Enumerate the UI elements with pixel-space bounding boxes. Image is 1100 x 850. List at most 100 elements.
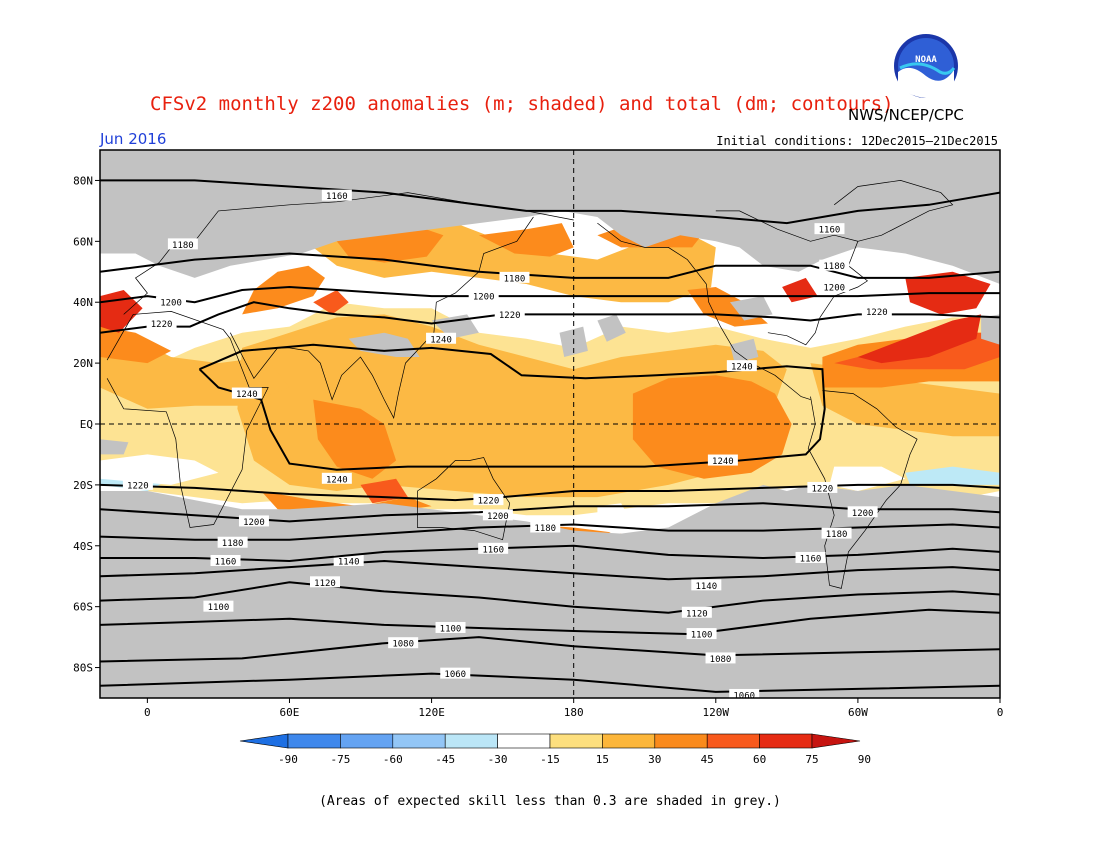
height-contours: 1060 1060 1080 1080 1100 1100 1100 1120 1120 1140… <box>100 179 1000 698</box>
contour-1240 <box>198 343 826 471</box>
colorbar-tick-label: -75 <box>330 753 350 766</box>
contour-label: 1180 <box>217 536 248 549</box>
colorbar-segment <box>654 733 708 749</box>
contour-label: 1100 <box>435 621 466 634</box>
contour-1160 <box>100 544 1000 563</box>
colorbar: -90 -75 -60 -45 -30 -15 15 30 45 60 75 90 <box>239 733 871 766</box>
contour-label-text: 1180 <box>222 539 244 549</box>
contour-label: 1220 <box>122 478 153 491</box>
contour-label-text: 1220 <box>151 320 173 330</box>
low-skill-region <box>981 314 1000 345</box>
contour-label-box <box>388 637 419 649</box>
coastline <box>417 457 511 541</box>
contour-label-box <box>819 281 850 292</box>
low-skill-region <box>730 338 759 364</box>
contour-1160 <box>100 179 1000 225</box>
contour-label-box <box>814 223 845 235</box>
contour-label-box <box>819 259 850 271</box>
contour-label-box <box>795 551 826 563</box>
contour-label-box <box>691 579 722 591</box>
coastline <box>715 210 868 346</box>
coastline <box>597 222 811 400</box>
contour-label: 1200 <box>819 281 850 294</box>
coastline <box>833 180 954 242</box>
contour-label: 1180 <box>167 238 198 251</box>
contour-label: 1140 <box>691 579 722 592</box>
x-tick-label: 60E <box>280 706 300 719</box>
contour-label-text: 1080 <box>392 640 414 650</box>
contour-label: 1200 <box>238 515 269 528</box>
colorbar-segment <box>497 733 551 749</box>
contour-label-text: 1220 <box>127 481 149 491</box>
contour-label-text: 1080 <box>710 655 732 665</box>
contour-label: 1160 <box>210 555 241 568</box>
contour-label-box <box>468 290 499 302</box>
contour-label-text: 1160 <box>482 545 504 555</box>
colorbar-tick-label: 60 <box>753 753 766 766</box>
y-tick-label: 20S <box>73 479 93 492</box>
contour-label-box <box>726 360 757 372</box>
contour-label: 1180 <box>821 527 852 540</box>
contour-label: 1060 <box>440 667 471 680</box>
contour-label-box <box>231 387 262 399</box>
contour-label: 1160 <box>814 223 845 236</box>
low-skill-region <box>100 439 129 455</box>
contour-label-text: 1200 <box>243 518 265 528</box>
anomaly-region-orange <box>313 399 397 479</box>
contour-label: 1200 <box>847 506 878 519</box>
contour-label-text: 1100 <box>440 624 462 634</box>
contour-label-box <box>217 536 248 548</box>
x-tick-label: 180 <box>564 706 584 719</box>
x-tick-label: 120E <box>418 706 445 719</box>
x-tick-label: 0 <box>997 706 1004 719</box>
contour-label-text: 1180 <box>823 262 845 272</box>
contour-label: 1160 <box>321 189 352 202</box>
colorbar-segment <box>392 733 446 749</box>
contour-label-text: 1140 <box>338 558 360 568</box>
anomaly-region-red <box>857 314 982 364</box>
contour-label: 1080 <box>705 652 736 665</box>
contour-1220 <box>100 483 1000 502</box>
valid-month: Jun 2016 <box>99 130 166 148</box>
contour-label: 1080 <box>388 637 419 650</box>
colorbar-segment <box>602 733 656 749</box>
contour-label-text: 1220 <box>499 311 521 321</box>
initial-conditions: Initial conditions: 12Dec2015–21Dec2015 <box>716 134 998 148</box>
contour-label: 1240 <box>707 454 738 467</box>
y-tick-label: 60S <box>73 601 93 614</box>
contour-label: 1240 <box>726 360 757 373</box>
x-tick-label: 0 <box>144 706 151 719</box>
contour-label-text: 1240 <box>430 335 452 345</box>
contour-1060 <box>100 672 1000 693</box>
contour-1100 <box>100 608 1000 636</box>
y-tick-label: 40S <box>73 540 93 553</box>
contour-label-box <box>861 305 892 317</box>
contour-label: 1180 <box>530 521 561 534</box>
contour-label-box <box>156 296 187 308</box>
y-tick-label: EQ <box>80 418 93 431</box>
colorbar-tick-label: 15 <box>596 753 609 766</box>
contour-label-text: 1220 <box>812 484 834 494</box>
anomaly-region-redorange <box>313 290 349 315</box>
contour-label: 1120 <box>681 606 712 619</box>
coastline <box>229 216 534 419</box>
contour-label-box <box>530 521 561 533</box>
contour-label-text: 1200 <box>160 299 182 309</box>
contour-label-text: 1220 <box>478 497 500 507</box>
contour-label-box <box>238 515 269 527</box>
contour-label: 1220 <box>146 317 177 330</box>
contour-label-text: 1200 <box>852 509 874 519</box>
colorbar-tick-label: -60 <box>383 753 403 766</box>
contour-label-box <box>847 506 878 518</box>
contour-label: 1180 <box>499 271 530 284</box>
y-tick-label: 80N <box>73 174 93 187</box>
contour-label-box <box>333 555 364 566</box>
contour-label-text: 1240 <box>712 457 734 467</box>
contour-label-box <box>821 527 852 539</box>
contour-label-text: 1240 <box>236 390 258 400</box>
x-tick-label: 60W <box>848 706 868 719</box>
contour-1220 <box>100 301 1000 334</box>
contour-label-box <box>707 454 738 466</box>
logo-text: NOAA <box>915 55 937 65</box>
